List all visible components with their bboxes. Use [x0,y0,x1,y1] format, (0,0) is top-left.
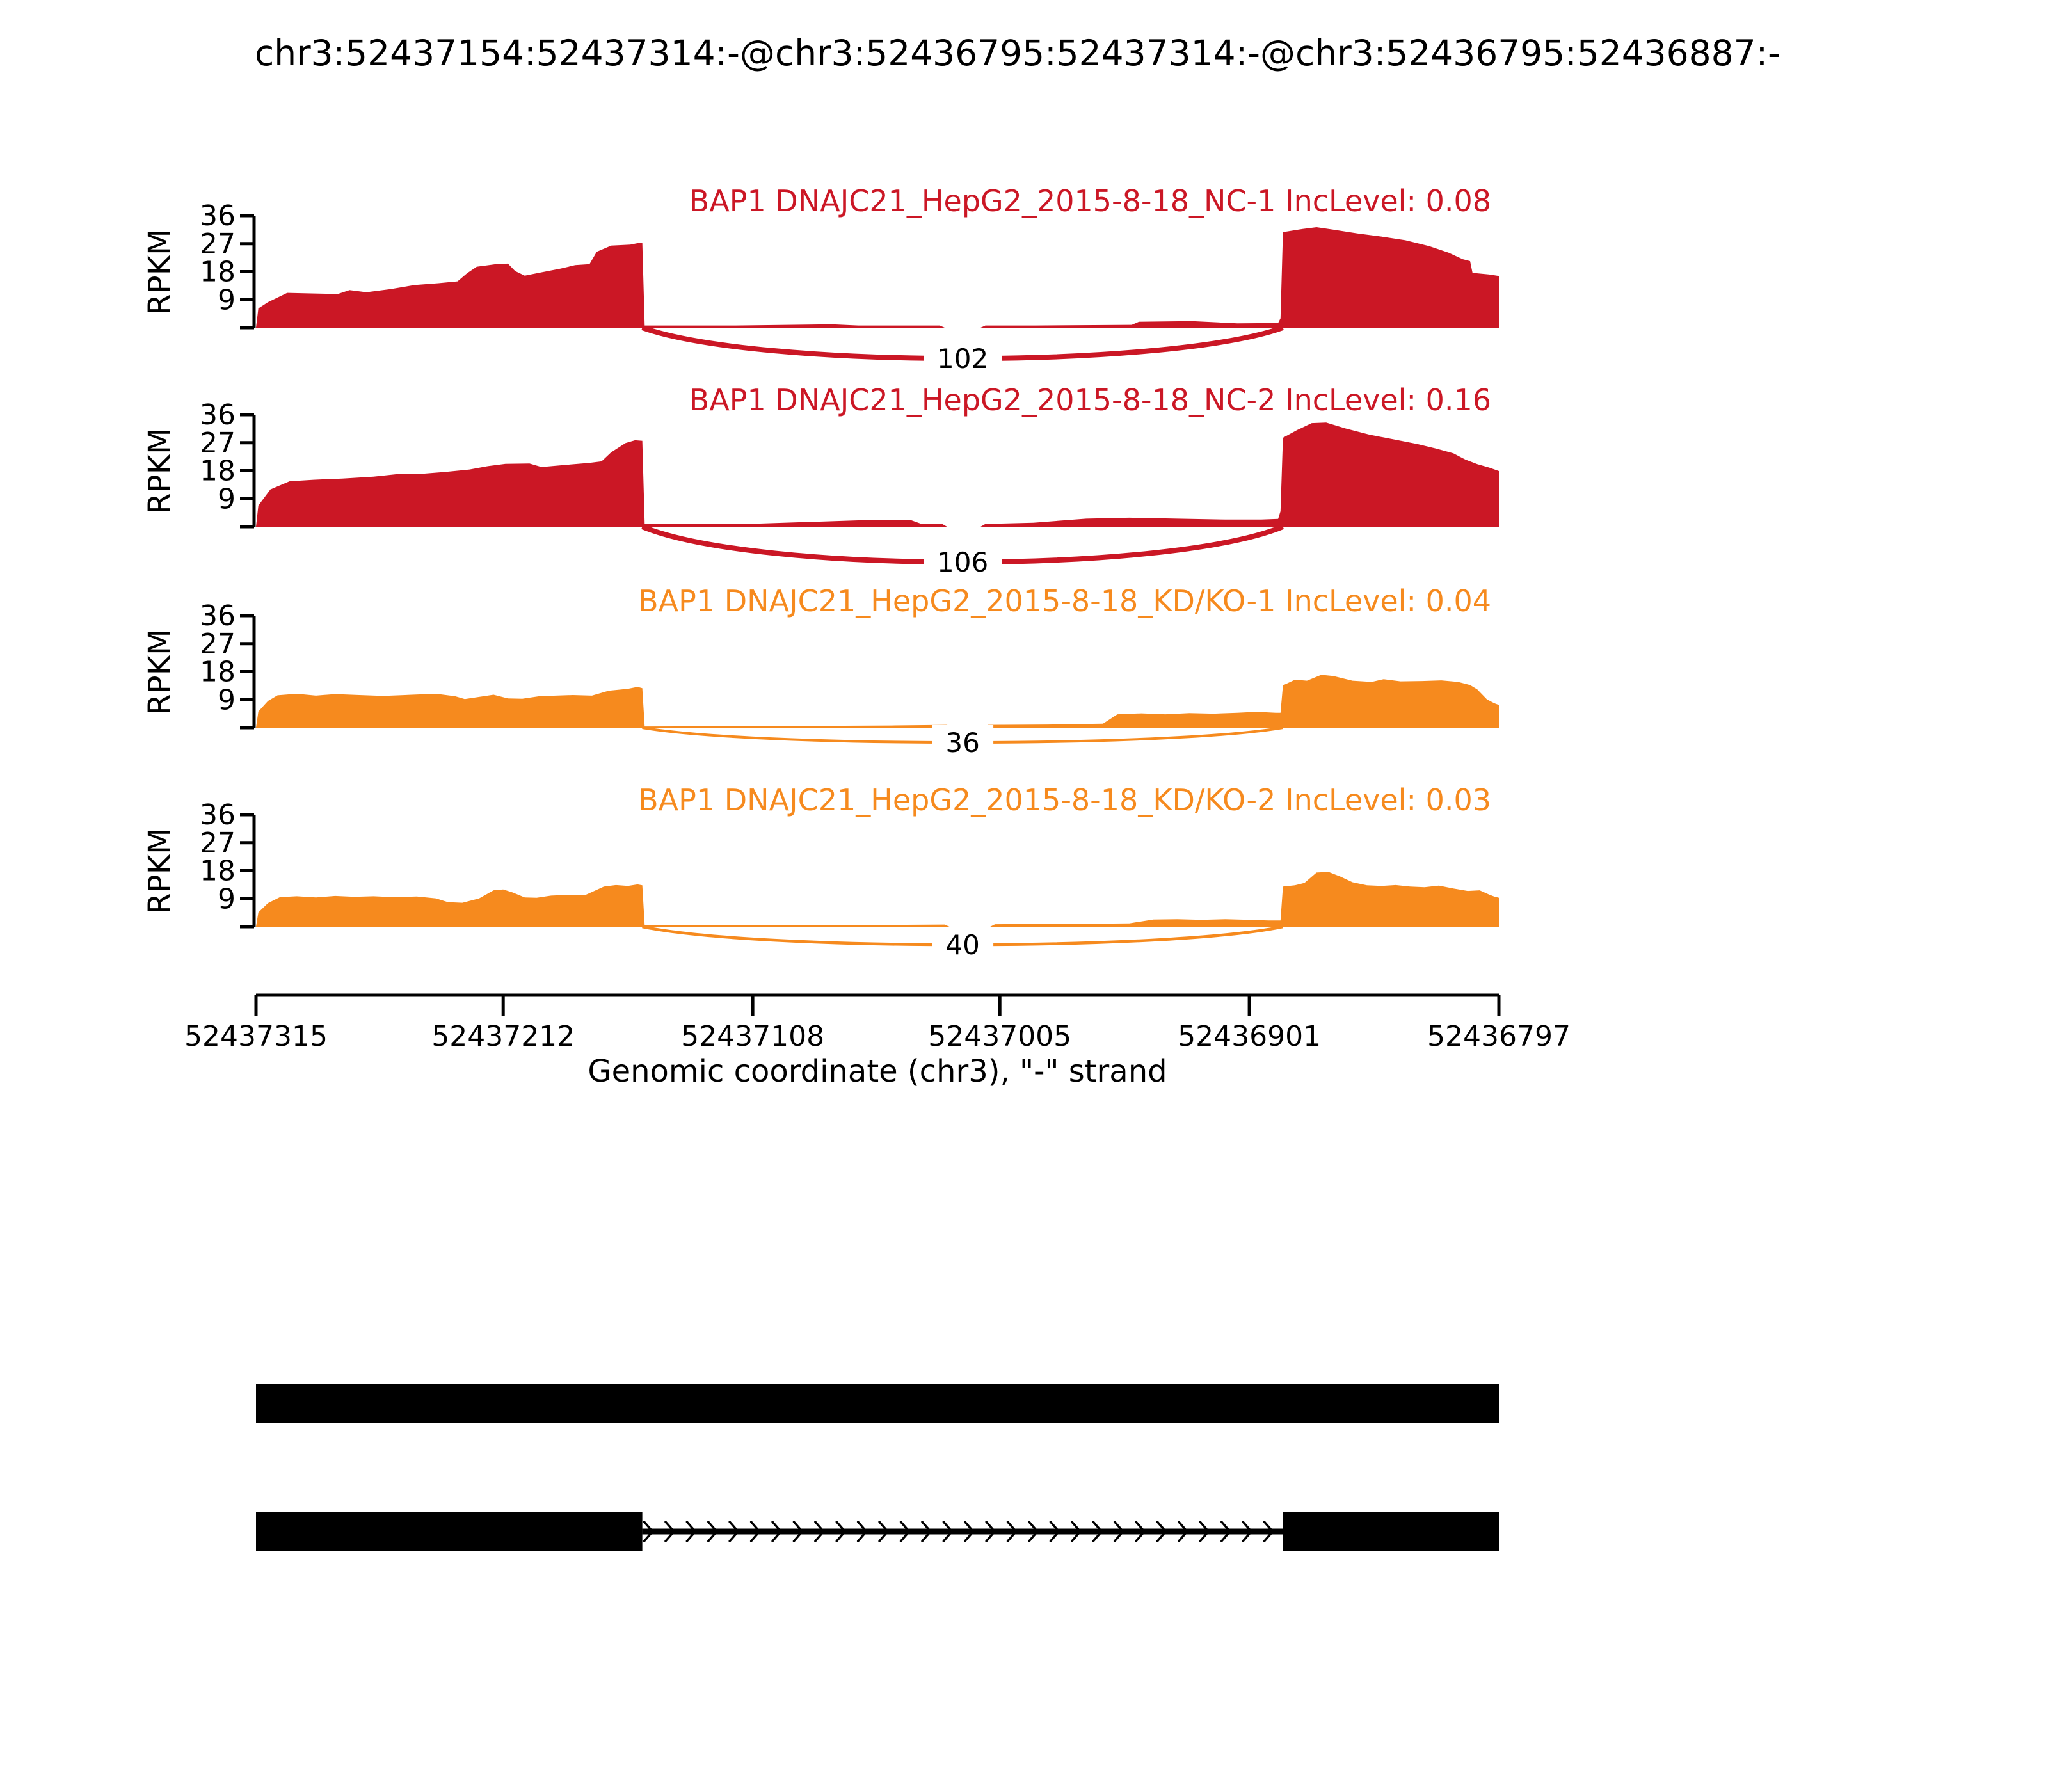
y-tick-label: 18 [200,855,236,888]
strand-arrow-right-icon [707,1521,719,1542]
y-tick-label: 18 [200,256,236,289]
plot-title: chr3:52437154:52437314:-@chr3:52436795:5… [255,33,1780,74]
skipping-isoform [256,1512,1499,1551]
strand-arrow-right-icon [1156,1521,1167,1542]
junction-count-KD/KO-1: 36 [945,727,979,758]
track-title-NC-1: BAP1 DNAJC21_HepG2_2015-8-18_NC-1 IncLev… [689,184,1491,218]
strand-arrow-right-icon [985,1521,996,1542]
x-axis-title: Genomic coordinate (chr3), "-" strand [588,1053,1167,1089]
y-tick-label: 9 [218,483,236,515]
y-tick-label: 9 [218,684,236,716]
coverage-area-KD/KO-1 [256,675,1499,728]
strand-arrow-right-icon [1178,1521,1189,1542]
strand-arrow-right-icon [1071,1521,1082,1542]
strand-arrow-right-icon [1263,1521,1274,1542]
x-axis: 52437315 52437212 52437108 52437005 52436901… [184,993,1571,1089]
strand-arrow-right-icon [1092,1521,1103,1542]
strand-arrow-right-icon [1242,1521,1253,1542]
x-tick-label: 52436797 [1427,1020,1571,1053]
y-axis-title: RPKM [142,828,178,914]
y-axis-title: RPKM [142,428,178,514]
junction-label-gap [924,545,1002,579]
y-tick-label: 27 [200,628,236,660]
exon-block [256,1512,643,1551]
exon-block [256,1384,1499,1423]
strand-arrow-right-icon [643,1521,654,1542]
strand-arrow-right-icon [964,1521,975,1542]
y-axis-title: RPKM [142,228,178,315]
strand-arrow-right-icon [814,1521,826,1542]
x-tick-label: 52437212 [431,1020,575,1053]
y-tick-label: 36 [200,200,236,232]
strand-arrow-right-icon [749,1521,762,1542]
y-tick-label: 18 [200,455,236,488]
strand-arrow-right-icon [1049,1521,1060,1542]
strand-arrow-right-icon [942,1521,954,1542]
strand-arrow-right-icon [856,1521,868,1542]
strand-arrow-right-icon [921,1521,932,1542]
y-tick-label: 36 [200,399,236,431]
junction-count-NC-1: 102 [937,343,988,374]
strand-arrow-right-icon [835,1521,847,1542]
y-axis-title: RPKM [142,628,178,715]
x-tick-label: 52436901 [1178,1020,1321,1053]
strand-arrow-right-icon [1006,1521,1018,1542]
x-tick-label: 52437005 [928,1020,1071,1053]
junction-label-gap [924,341,1002,376]
strand-arrow-right-icon [728,1521,740,1542]
junction-label-gap [932,927,994,962]
strand-arrow-right-icon [771,1521,783,1542]
y-tick-label: 9 [218,284,236,316]
y-tick-label: 27 [200,827,236,860]
x-tick-label: 52437315 [184,1020,328,1053]
strand-arrow-right-icon [664,1521,676,1542]
strand-arrow-right-icon [899,1521,911,1542]
track-title-KD/KO-2: BAP1 DNAJC21_HepG2_2015-8-18_KD/KO-2 Inc… [638,783,1491,817]
strand-arrow-right-icon [1028,1521,1039,1542]
strand-arrow-right-icon [1199,1521,1210,1542]
strand-arrow-right-icon [792,1521,804,1542]
x-tick-label: 52437108 [681,1020,824,1053]
coverage-area-NC-2 [256,422,1499,527]
junction-count-KD/KO-2: 40 [945,929,979,961]
y-tick-label: 9 [218,883,236,915]
strand-arrow-right-icon [1220,1521,1232,1542]
track-title-NC-2: BAP1 DNAJC21_HepG2_2015-8-18_NC-2 IncLev… [689,383,1491,417]
strand-arrow-right-icon [878,1521,890,1542]
coverage-area-NC-1 [256,227,1499,328]
y-tick-label: 27 [200,427,236,460]
track-title-KD/KO-1: BAP1 DNAJC21_HepG2_2015-8-18_KD/KO-1 Inc… [638,584,1491,618]
strand-arrow-right-icon [685,1521,697,1542]
y-tick-label: 36 [200,799,236,831]
y-tick-label: 36 [200,600,236,632]
junction-count-NC-2: 106 [937,547,988,578]
inclusion-isoform [256,1384,1499,1423]
y-tick-label: 27 [200,228,236,260]
coverage-area-KD/KO-2 [256,872,1499,927]
gene-structure [256,1384,1499,1551]
exon-block [1283,1512,1499,1551]
junction-label-gap [932,725,994,760]
strand-arrow-right-icon [1135,1521,1146,1542]
y-tick-label: 18 [200,656,236,689]
strand-arrow-right-icon [1113,1521,1125,1542]
